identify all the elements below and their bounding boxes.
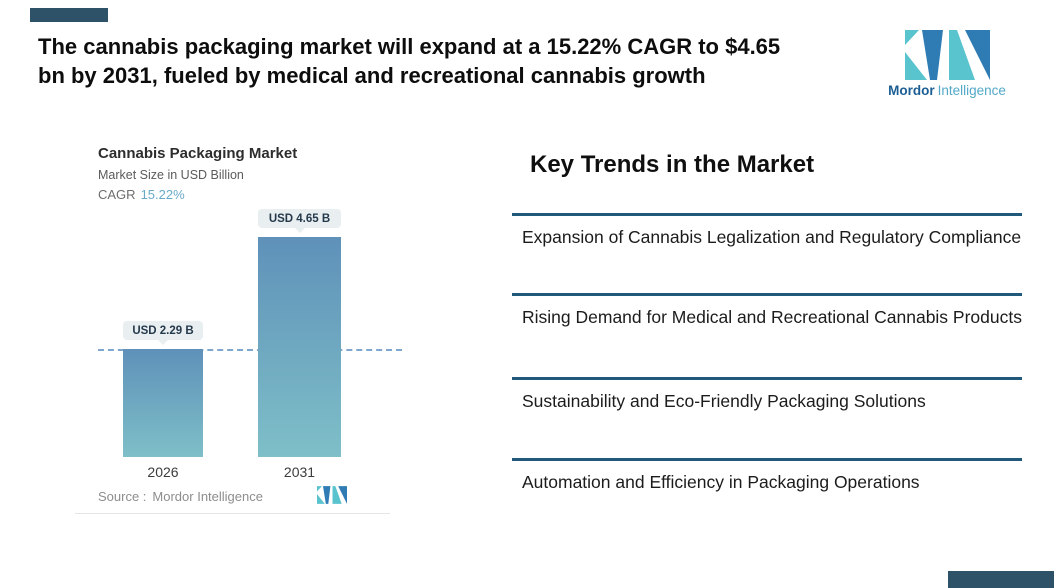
value-label-2026-text: USD 2.29 B xyxy=(132,324,194,337)
headline-line-2: bn by 2031, fueled by medical and recrea… xyxy=(38,63,706,88)
value-label-2026: USD 2.29 B xyxy=(123,321,203,345)
brand-name-bold: Mordor xyxy=(888,83,935,98)
brand-logo: Mordor Intelligence xyxy=(886,30,1008,98)
trend-item-4: Automation and Efficiency in Packaging O… xyxy=(512,458,1022,518)
x-label-2026: 2026 xyxy=(147,464,179,480)
source-name: Mordor Intelligence xyxy=(152,489,263,504)
mordor-logo-mark-small-icon xyxy=(317,486,347,504)
source-line: Source : Mordor Intelligence xyxy=(98,489,263,504)
market-chart-card: Cannabis Packaging Market Market Size in… xyxy=(75,130,402,514)
key-trends-panel: Key Trends in the Market Expansion of Ca… xyxy=(512,150,1022,518)
brand-name: Mordor Intelligence xyxy=(886,83,1008,98)
chart-title: Cannabis Packaging Market xyxy=(98,145,298,162)
chart-subtitle: Market Size in USD Billion xyxy=(98,168,244,182)
trend-item-2: Rising Demand for Medical and Recreation… xyxy=(512,293,1022,377)
bar-2031 xyxy=(258,237,341,457)
x-label-2031: 2031 xyxy=(283,464,316,480)
cagr-value: 15.22% xyxy=(140,187,185,202)
mordor-logo-icon xyxy=(904,30,990,80)
value-label-2031: USD 4.65 B xyxy=(258,209,341,233)
cagr-label: CAGR xyxy=(98,187,136,202)
trend-item-1: Expansion of Cannabis Legalization and R… xyxy=(512,213,1022,293)
trend-item-2-text: Rising Demand for Medical and Recreation… xyxy=(522,307,1022,327)
headline-line-1: The cannabis packaging market will expan… xyxy=(38,34,781,59)
source-label: Source : xyxy=(98,489,147,504)
baseline-dashed-line xyxy=(98,349,402,351)
bar-chart-plot: USD 2.29 B USD 4.65 B xyxy=(75,209,402,457)
bar-2026 xyxy=(123,349,203,457)
trend-item-3: Sustainability and Eco-Friendly Packagin… xyxy=(512,377,1022,458)
brand-name-light: Intelligence xyxy=(937,83,1006,98)
headline: The cannabis packaging market will expan… xyxy=(38,32,898,90)
corner-accent-top-left xyxy=(30,8,108,22)
chart-cagr-line: CAGR 15.22% xyxy=(98,187,390,202)
trend-item-3-text: Sustainability and Eco-Friendly Packagin… xyxy=(522,391,926,411)
trend-item-4-text: Automation and Efficiency in Packaging O… xyxy=(522,472,920,492)
trend-item-1-text: Expansion of Cannabis Legalization and R… xyxy=(522,227,1022,247)
corner-accent-bottom-right xyxy=(948,571,1054,588)
value-label-2031-text: USD 4.65 B xyxy=(268,212,331,225)
trends-heading: Key Trends in the Market xyxy=(530,151,815,178)
